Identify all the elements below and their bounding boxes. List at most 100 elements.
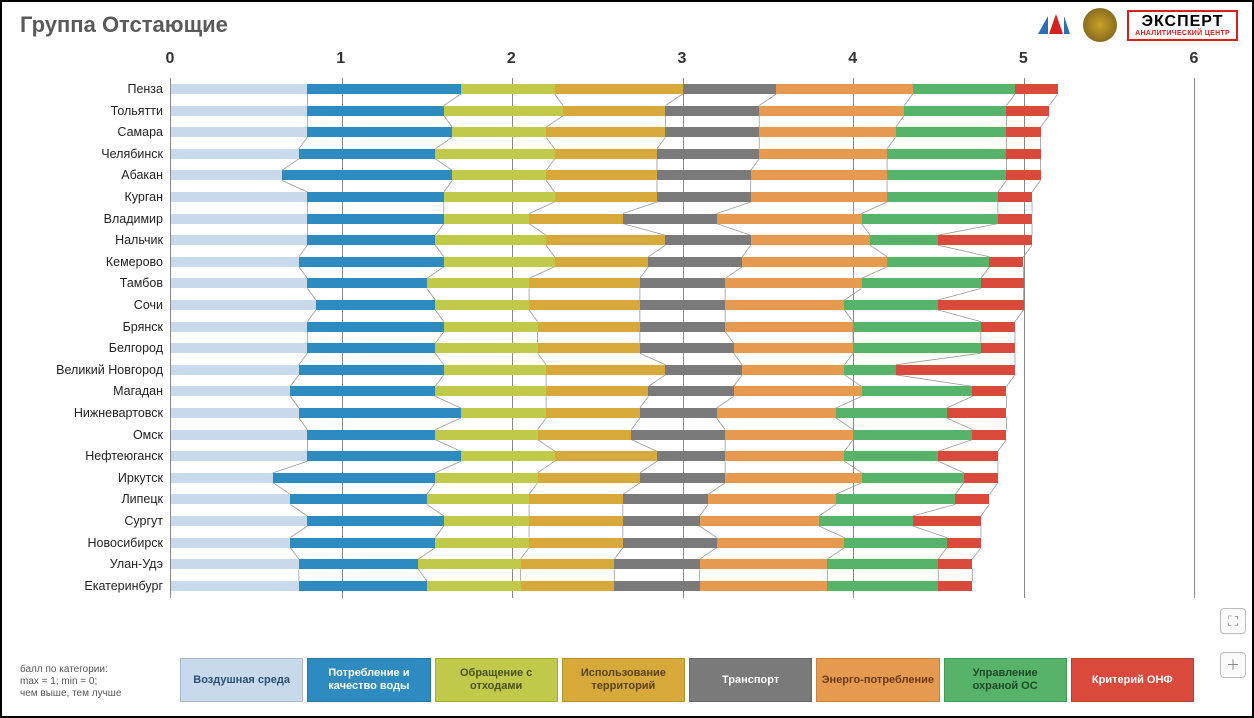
zoom-in-button[interactable]: ＋ (1220, 652, 1246, 678)
x-tick: 5 (1019, 50, 1028, 68)
bar-segment (529, 300, 640, 310)
bar-segment (546, 386, 648, 396)
bar-segment (418, 559, 520, 569)
bar-segment (759, 106, 904, 116)
emblem-logo (1083, 8, 1117, 42)
bar-segment (640, 473, 725, 483)
bar-segment (981, 278, 1024, 288)
bar-segment (742, 257, 887, 267)
bar-row: Иркутск (171, 473, 1194, 483)
bar-segment (947, 538, 981, 548)
row-label: Самара (117, 125, 171, 139)
bar-row: Пенза (171, 84, 1194, 94)
bar-segment (844, 365, 895, 375)
bar-segment (435, 235, 546, 245)
bar-segment (171, 538, 290, 548)
bar-segment (307, 127, 452, 137)
bar-segment (290, 386, 435, 396)
legend-item: Критерий ОНФ (1071, 658, 1194, 702)
row-label: Улан-Удэ (110, 557, 171, 571)
bar-segment (444, 257, 555, 267)
bar-segment (444, 365, 546, 375)
chart-container: 0123456 ПензаТольяттиСамараЧелябинскАбак… (20, 50, 1234, 702)
bar-segment (665, 106, 759, 116)
bar-segment (546, 365, 665, 375)
bar-segment (529, 494, 623, 504)
bar-segment (725, 430, 853, 440)
legend-item: Энерго-потребление (816, 658, 939, 702)
bar-segment (623, 214, 717, 224)
bar-segment (299, 257, 444, 267)
bar-segment (614, 559, 699, 569)
bar-segment (171, 322, 307, 332)
bar-segment (844, 300, 938, 310)
bar-segment (538, 343, 640, 353)
bar-segment (751, 192, 887, 202)
bar-segment (299, 149, 435, 159)
bar-segment (853, 322, 981, 332)
bar-segment (862, 214, 998, 224)
bar-segment (657, 149, 759, 159)
bar-segment (725, 451, 844, 461)
bar-segment (862, 278, 981, 288)
bar-segment (299, 408, 461, 418)
bar-row: Новосибирск (171, 538, 1194, 548)
bar-row: Самара (171, 127, 1194, 137)
bar-segment (171, 257, 299, 267)
bar-segment (563, 106, 665, 116)
bar-segment (307, 235, 435, 245)
legend-row: балл по категории:max = 1; min = 0;чем в… (20, 658, 1234, 702)
bar-segment (299, 581, 427, 591)
bar-segment (555, 84, 683, 94)
bar-segment (1006, 170, 1040, 180)
bar-segment (307, 192, 443, 202)
bar-segment (964, 473, 998, 483)
bar-segment (273, 473, 435, 483)
bar-segment (913, 516, 981, 526)
bar-segment (870, 235, 938, 245)
bar-segment (896, 127, 1007, 137)
bar-row: Магадан (171, 386, 1194, 396)
bar-segment (461, 84, 555, 94)
bar-segment (461, 451, 555, 461)
row-label: Сочи (134, 298, 171, 312)
legend-item: Транспорт (689, 658, 812, 702)
bar-segment (640, 408, 717, 418)
row-label: Нальчик (115, 233, 171, 247)
bar-segment (1015, 84, 1058, 94)
bar-segment (862, 473, 964, 483)
bar-segment (827, 581, 938, 591)
row-label: Абакан (121, 168, 171, 182)
bar-segment (529, 278, 640, 288)
bar-segment (427, 494, 529, 504)
bar-segment (171, 149, 299, 159)
bar-segment (555, 451, 657, 461)
bar-segment (171, 106, 307, 116)
bar-segment (700, 516, 819, 526)
bar-row: Сургут (171, 516, 1194, 526)
bar-segment (171, 214, 307, 224)
logo-row: ЭКСПЕРТ АНАЛИТИЧЕСКИЙ ЦЕНТР (1035, 8, 1238, 42)
page-title: Группа Отстающие (20, 12, 228, 38)
fullscreen-button[interactable]: ⛶ (1220, 608, 1246, 634)
row-label: Тольятти (111, 104, 171, 118)
bar-segment (461, 408, 546, 418)
bar-row: Улан-Удэ (171, 559, 1194, 569)
bar-segment (938, 559, 972, 569)
bar-segment (282, 170, 453, 180)
bar-row: Липецк (171, 494, 1194, 504)
bar-segment (751, 235, 870, 245)
bar-segment (546, 408, 640, 418)
row-label: Челябинск (101, 147, 171, 161)
bar-segment (938, 581, 972, 591)
bar-segment (989, 257, 1023, 267)
bar-segment (452, 170, 546, 180)
bar-row: Сочи (171, 300, 1194, 310)
bar-segment (290, 538, 435, 548)
row-label: Липецк (121, 492, 171, 506)
plot-area: ПензаТольяттиСамараЧелябинскАбаканКурган… (170, 78, 1194, 598)
bar-segment (1006, 106, 1049, 116)
bar-segment (546, 127, 665, 137)
bar-segment (435, 343, 537, 353)
legend-item: Использование территорий (562, 658, 685, 702)
